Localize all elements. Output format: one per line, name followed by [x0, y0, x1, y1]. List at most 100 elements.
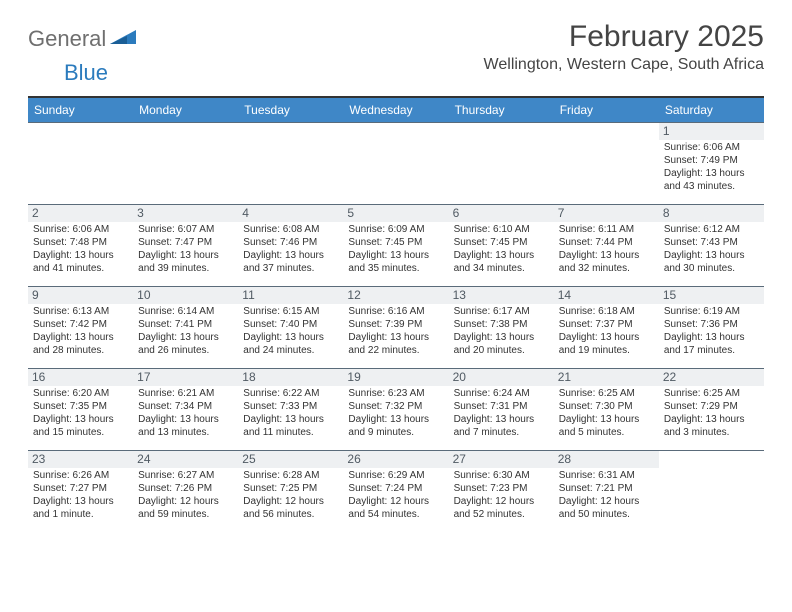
sunrise-line: Sunrise: 6:16 AM — [348, 306, 443, 319]
calendar-cell: 1Sunrise: 6:06 AMSunset: 7:49 PMDaylight… — [659, 122, 764, 204]
daylight-line: Daylight: 13 hours and 28 minutes. — [33, 332, 128, 358]
calendar-cell: 6Sunrise: 6:10 AMSunset: 7:45 PMDaylight… — [449, 204, 554, 286]
calendar-cell: 14Sunrise: 6:18 AMSunset: 7:37 PMDayligh… — [554, 286, 659, 368]
calendar-cell: 27Sunrise: 6:30 AMSunset: 7:23 PMDayligh… — [449, 450, 554, 532]
sunrise-line: Sunrise: 6:13 AM — [33, 306, 128, 319]
daylight-line: Daylight: 13 hours and 39 minutes. — [138, 250, 233, 276]
sunrise-line: Sunrise: 6:22 AM — [243, 388, 338, 401]
sunset-line: Sunset: 7:46 PM — [243, 237, 338, 250]
day-number: 20 — [449, 369, 554, 386]
sunset-line: Sunset: 7:31 PM — [454, 401, 549, 414]
daylight-line: Daylight: 13 hours and 22 minutes. — [348, 332, 443, 358]
calendar-cell: 26Sunrise: 6:29 AMSunset: 7:24 PMDayligh… — [343, 450, 448, 532]
daylight-line: Daylight: 12 hours and 54 minutes. — [348, 496, 443, 522]
day-number: 6 — [449, 205, 554, 222]
daylight-line: Daylight: 13 hours and 11 minutes. — [243, 414, 338, 440]
calendar-cell: 18Sunrise: 6:22 AMSunset: 7:33 PMDayligh… — [238, 368, 343, 450]
calendar-cell: 28Sunrise: 6:31 AMSunset: 7:21 PMDayligh… — [554, 450, 659, 532]
daylight-line: Daylight: 13 hours and 9 minutes. — [348, 414, 443, 440]
day-number: 12 — [343, 287, 448, 304]
calendar-cell: 13Sunrise: 6:17 AMSunset: 7:38 PMDayligh… — [449, 286, 554, 368]
sunset-line: Sunset: 7:26 PM — [138, 483, 233, 496]
calendar-cell: 21Sunrise: 6:25 AMSunset: 7:30 PMDayligh… — [554, 368, 659, 450]
calendar-cell-empty — [28, 122, 133, 204]
calendar-cell: 12Sunrise: 6:16 AMSunset: 7:39 PMDayligh… — [343, 286, 448, 368]
logo-text-general: General — [28, 26, 106, 52]
daylight-line: Daylight: 13 hours and 26 minutes. — [138, 332, 233, 358]
calendar-cell: 24Sunrise: 6:27 AMSunset: 7:26 PMDayligh… — [133, 450, 238, 532]
sunset-line: Sunset: 7:38 PM — [454, 319, 549, 332]
weekday-header: Saturday — [659, 98, 764, 122]
sunset-line: Sunset: 7:21 PM — [559, 483, 654, 496]
calendar-page: General February 2025 Wellington, Wester… — [0, 0, 792, 542]
sunset-line: Sunset: 7:27 PM — [33, 483, 128, 496]
month-title: February 2025 — [484, 20, 764, 54]
day-number: 22 — [659, 369, 764, 386]
calendar-cell: 16Sunrise: 6:20 AMSunset: 7:35 PMDayligh… — [28, 368, 133, 450]
logo-text-blue: Blue — [64, 60, 108, 86]
calendar-cell-empty — [343, 122, 448, 204]
calendar-cell: 22 Sunrise: 6:25 AMSunset: 7:29 PMDayligh… — [659, 368, 764, 450]
day-number: 7 — [554, 205, 659, 222]
sunset-line: Sunset: 7:29 PM — [664, 401, 759, 414]
day-number: 26 — [343, 451, 448, 468]
sunset-line: Sunset: 7:44 PM — [559, 237, 654, 250]
logo: General — [28, 26, 136, 52]
daylight-line: Daylight: 12 hours and 52 minutes. — [454, 496, 549, 522]
weekday-header: Sunday — [28, 98, 133, 122]
sunset-line: Sunset: 7:40 PM — [243, 319, 338, 332]
sunrise-line: Sunrise: 6:25 AM — [559, 388, 654, 401]
daylight-line: Daylight: 13 hours and 1 minute. — [33, 496, 128, 522]
sunset-line: Sunset: 7:23 PM — [454, 483, 549, 496]
day-number: 15 — [659, 287, 764, 304]
daylight-line: Daylight: 13 hours and 43 minutes. — [664, 168, 759, 194]
sunset-line: Sunset: 7:32 PM — [348, 401, 443, 414]
day-number: 27 — [449, 451, 554, 468]
day-number: 3 — [133, 205, 238, 222]
weekday-header: Wednesday — [343, 98, 448, 122]
sunrise-line: Sunrise: 6:08 AM — [243, 224, 338, 237]
day-number: 17 — [133, 369, 238, 386]
day-number: 14 — [554, 287, 659, 304]
day-number: 25 — [238, 451, 343, 468]
sunrise-line: Sunrise: 6:19 AM — [664, 306, 759, 319]
sunset-line: Sunset: 7:35 PM — [33, 401, 128, 414]
day-number: 8 — [659, 205, 764, 222]
sunset-line: Sunset: 7:25 PM — [243, 483, 338, 496]
daylight-line: Daylight: 13 hours and 13 minutes. — [138, 414, 233, 440]
sunrise-line: Sunrise: 6:25 AM — [664, 388, 759, 401]
daylight-line: Daylight: 13 hours and 41 minutes. — [33, 250, 128, 276]
sunrise-line: Sunrise: 6:15 AM — [243, 306, 338, 319]
calendar-cell: 3 Sunrise: 6:07 AMSunset: 7:47 PMDaylight… — [133, 204, 238, 286]
sunset-line: Sunset: 7:41 PM — [138, 319, 233, 332]
sunrise-line: Sunrise: 6:09 AM — [348, 224, 443, 237]
sunset-line: Sunset: 7:47 PM — [138, 237, 233, 250]
daylight-line: Daylight: 13 hours and 20 minutes. — [454, 332, 549, 358]
calendar-cell: 7Sunrise: 6:11 AMSunset: 7:44 PMDaylight… — [554, 204, 659, 286]
calendar-cell-empty — [449, 122, 554, 204]
sunrise-line: Sunrise: 6:21 AM — [138, 388, 233, 401]
calendar-cell: 15Sunrise: 6:19 AMSunset: 7:36 PMDayligh… — [659, 286, 764, 368]
daylight-line: Daylight: 13 hours and 3 minutes. — [664, 414, 759, 440]
sunrise-line: Sunrise: 6:11 AM — [559, 224, 654, 237]
calendar-cell: 2Sunrise: 6:06 AMSunset: 7:48 PMDaylight… — [28, 204, 133, 286]
calendar-cell-empty — [238, 122, 343, 204]
sunrise-line: Sunrise: 6:12 AM — [664, 224, 759, 237]
sunset-line: Sunset: 7:45 PM — [454, 237, 549, 250]
calendar-cell-empty — [554, 122, 659, 204]
day-number: 19 — [343, 369, 448, 386]
sunrise-line: Sunrise: 6:07 AM — [138, 224, 233, 237]
logo-flag-icon — [110, 28, 136, 51]
calendar-cell-empty — [133, 122, 238, 204]
day-number: 4 — [238, 205, 343, 222]
location-subtitle: Wellington, Western Cape, South Africa — [484, 56, 764, 74]
day-number: 2 — [28, 205, 133, 222]
calendar-cell: 5Sunrise: 6:09 AMSunset: 7:45 PMDaylight… — [343, 204, 448, 286]
daylight-line: Daylight: 13 hours and 5 minutes. — [559, 414, 654, 440]
day-number: 9 — [28, 287, 133, 304]
sunrise-line: Sunrise: 6:28 AM — [243, 470, 338, 483]
weekday-header: Friday — [554, 98, 659, 122]
sunrise-line: Sunrise: 6:24 AM — [454, 388, 549, 401]
calendar: SundayMondayTuesdayWednesdayThursdayFrid… — [28, 96, 764, 532]
title-block: February 2025 Wellington, Western Cape, … — [484, 20, 764, 74]
